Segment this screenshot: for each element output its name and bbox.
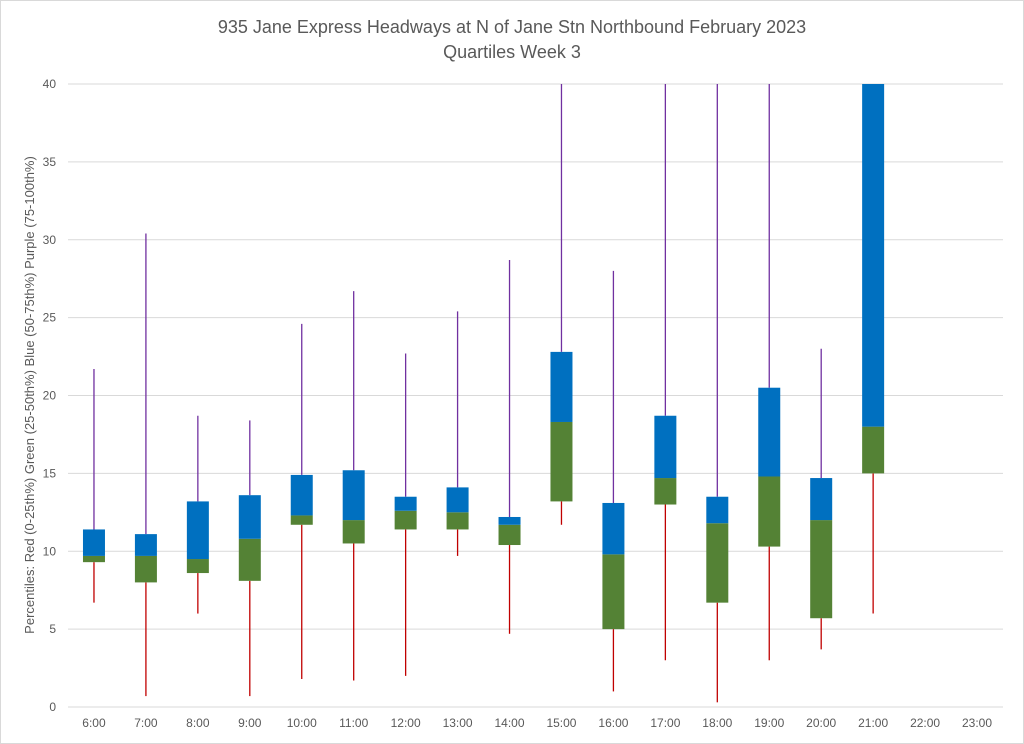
upper-box [654, 415, 677, 479]
lower-box [134, 555, 157, 583]
upper-box [342, 470, 365, 521]
lower-box [706, 523, 729, 603]
x-tick-label: 8:00 [186, 716, 210, 730]
x-tick-label: 20:00 [806, 716, 836, 730]
x-tick-label: 13:00 [443, 716, 473, 730]
lower-box [186, 559, 209, 574]
lower-box [498, 524, 521, 546]
y-tick-label: 35 [43, 155, 57, 169]
x-tick-label: 6:00 [82, 716, 106, 730]
x-tick-label: 16:00 [598, 716, 628, 730]
x-tick-label: 12:00 [391, 716, 421, 730]
lower-box [654, 478, 677, 505]
x-tick-label: 17:00 [650, 716, 680, 730]
lower-box [758, 476, 781, 547]
upper-box [862, 84, 885, 427]
y-tick-label: 40 [43, 77, 57, 91]
y-tick-label: 15 [43, 466, 57, 480]
x-tick-label: 11:00 [339, 716, 368, 730]
lower-box [810, 520, 833, 619]
upper-box [810, 478, 833, 521]
x-tick-label: 21:00 [858, 716, 888, 730]
x-tick-label: 10:00 [287, 716, 317, 730]
lower-box [602, 554, 625, 630]
lower-box [394, 510, 417, 530]
y-tick-label: 30 [43, 233, 57, 247]
lower-box [446, 512, 469, 530]
lower-box [342, 520, 365, 544]
upper-box [550, 351, 573, 422]
upper-box [290, 474, 313, 516]
lower-box [290, 515, 313, 525]
x-tick-label: 14:00 [495, 716, 525, 730]
x-tick-label: 7:00 [134, 716, 158, 730]
upper-box [758, 387, 781, 477]
upper-box [446, 487, 469, 513]
lower-box [82, 555, 105, 563]
upper-box [394, 496, 417, 511]
x-tick-label: 22:00 [910, 716, 940, 730]
y-tick-label: 25 [43, 311, 57, 325]
upper-box [498, 516, 521, 525]
upper-box [82, 529, 105, 556]
upper-box [706, 496, 729, 524]
upper-box [238, 495, 261, 539]
y-tick-label: 10 [43, 544, 57, 558]
lower-box [550, 421, 573, 502]
chart-subtitle: Quartiles Week 3 [443, 42, 581, 62]
upper-box [134, 534, 157, 556]
lower-box [862, 426, 885, 474]
x-tick-label: 18:00 [702, 716, 732, 730]
y-tick-label: 20 [43, 389, 57, 403]
x-tick-label: 15:00 [546, 716, 576, 730]
chart-title: 935 Jane Express Headways at N of Jane S… [217, 17, 807, 37]
upper-box [602, 502, 625, 555]
x-tick-label: 9:00 [238, 716, 262, 730]
y-tick-label: 5 [49, 622, 56, 636]
x-tick-label: 19:00 [754, 716, 784, 730]
lower-box [238, 538, 261, 581]
x-tick-label: 23:00 [962, 716, 992, 730]
upper-box [186, 501, 209, 560]
y-tick-label: 0 [49, 700, 56, 714]
